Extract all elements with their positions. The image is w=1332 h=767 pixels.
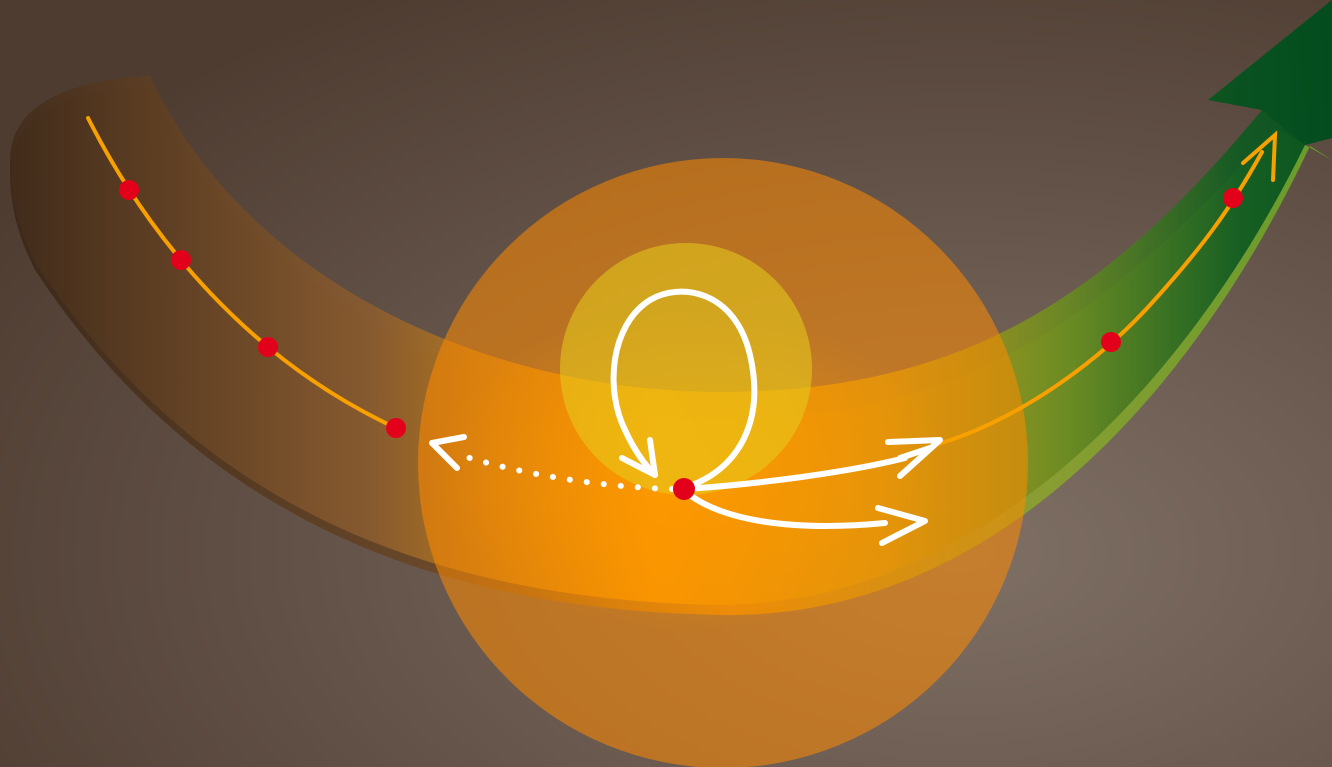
loop-arrowhead-icon xyxy=(619,437,658,478)
loop-arrow-icon xyxy=(610,288,758,491)
node-7 xyxy=(1223,188,1243,208)
node-2 xyxy=(171,250,191,270)
band-arrowhead xyxy=(1208,0,1332,145)
arrow-right-icon xyxy=(875,505,928,546)
forward-arrow-lower xyxy=(683,489,888,529)
node-group xyxy=(119,180,1243,500)
node-3 xyxy=(258,337,278,357)
node-center xyxy=(673,478,695,500)
node-1 xyxy=(119,180,139,200)
focus-inner-circle xyxy=(560,243,812,495)
forward-arrow-upper xyxy=(683,455,908,492)
node-4 xyxy=(386,418,406,438)
arrow-right-icon xyxy=(885,437,943,479)
arrow-left-icon xyxy=(429,434,467,471)
arrow-group xyxy=(429,288,943,546)
node-6 xyxy=(1101,332,1121,352)
trail-arrowhead-icon xyxy=(1241,130,1278,182)
trail-path xyxy=(86,116,398,430)
